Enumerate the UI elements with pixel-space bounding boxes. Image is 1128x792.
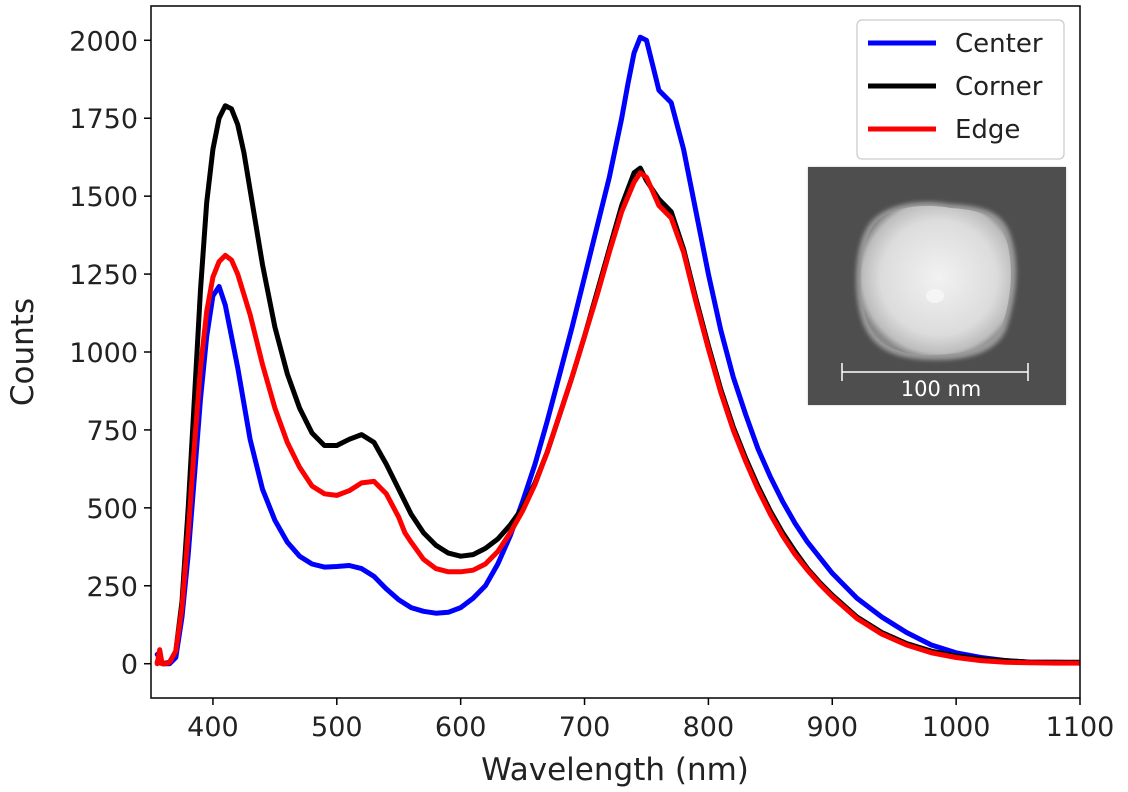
series-layer xyxy=(154,34,1080,667)
y-tick-label: 1000 xyxy=(69,338,138,369)
y-tick-label: 1250 xyxy=(69,260,138,291)
legend-label-center: Center xyxy=(955,29,1043,59)
x-tick-label: 1100 xyxy=(1046,712,1115,743)
x-tick-label: 500 xyxy=(311,712,363,743)
x-tick-label: 800 xyxy=(683,712,735,743)
legend-label-corner: Corner xyxy=(955,72,1043,102)
x-tick-label: 900 xyxy=(806,712,858,743)
legend: Center Corner Edge xyxy=(856,19,1065,160)
y-tick-label: 500 xyxy=(86,494,138,525)
y-tick-label: 1750 xyxy=(69,104,138,135)
nanoparticle-center-spot xyxy=(926,289,944,303)
legend-label-edge: Edge xyxy=(955,115,1020,145)
y-tick-label: 0 xyxy=(121,650,138,681)
y-axis-ticks: 0 250 500 750 1000 1250 1500 1750 2000 xyxy=(69,26,151,681)
series-line-edge xyxy=(154,170,1080,667)
scale-bar-label: 100 nm xyxy=(901,377,982,401)
x-axis-title: Wavelength (nm) xyxy=(481,752,749,788)
y-axis-title: Counts xyxy=(5,298,41,406)
x-axis-ticks: 400 500 600 700 800 900 1000 1100 xyxy=(187,698,1114,743)
legend-box xyxy=(856,19,1065,160)
y-tick-label: 1500 xyxy=(69,182,138,213)
x-tick-label: 600 xyxy=(435,712,487,743)
nanoparticle xyxy=(860,205,1011,356)
inset-sem-image: 100 nm xyxy=(808,167,1066,405)
y-tick-label: 2000 xyxy=(69,26,138,57)
x-tick-label: 700 xyxy=(559,712,611,743)
series-line-center xyxy=(154,34,1080,667)
y-tick-label: 750 xyxy=(86,416,138,447)
x-tick-label: 1000 xyxy=(922,712,991,743)
y-tick-label: 250 xyxy=(86,572,138,603)
x-tick-label: 400 xyxy=(187,712,239,743)
